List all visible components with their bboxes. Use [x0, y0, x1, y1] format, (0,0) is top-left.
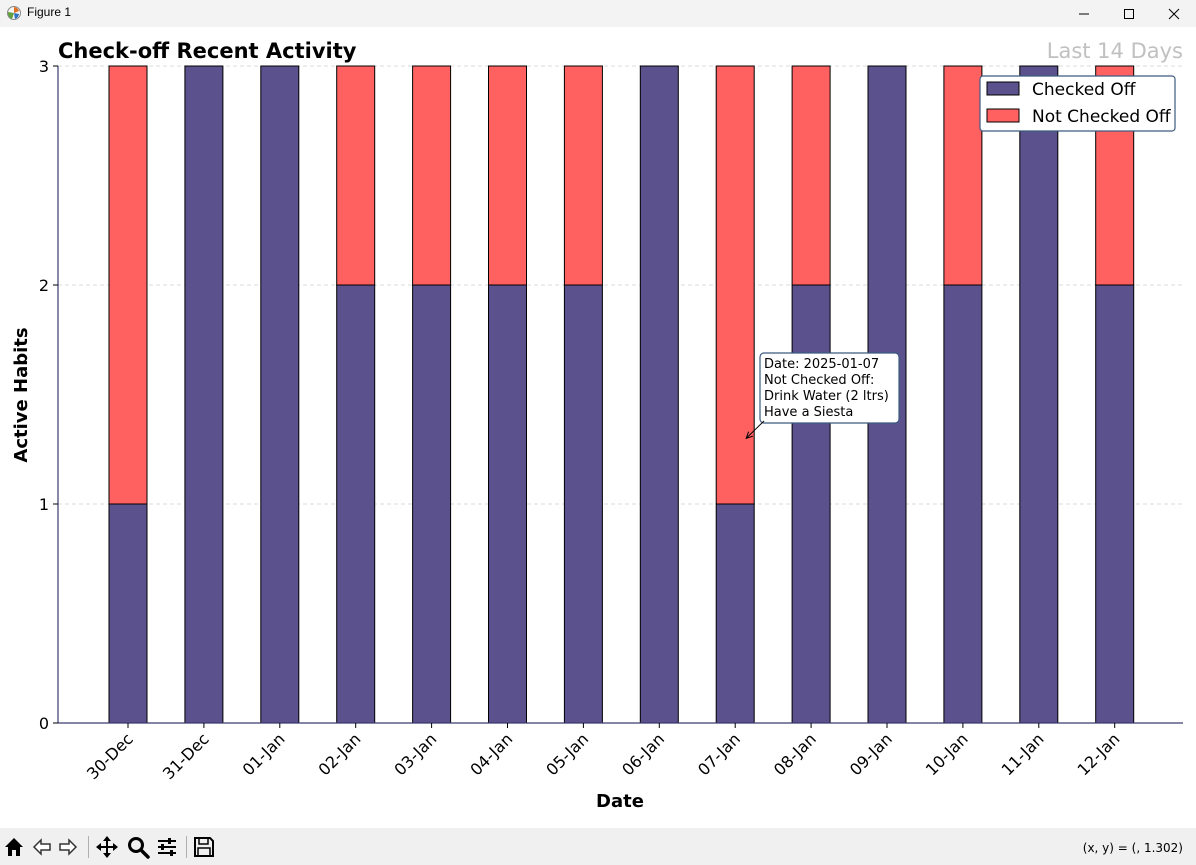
annotation-text-line: Not Checked Off:	[764, 373, 874, 388]
close-icon	[1168, 8, 1180, 19]
bar-checked-off	[412, 284, 452, 724]
x-tick-label: 08-Jan	[770, 729, 820, 779]
close-button[interactable]	[1151, 0, 1196, 27]
x-tick-label: 05-Jan	[542, 729, 592, 779]
x-tick-label: 02-Jan	[315, 729, 365, 779]
back-button[interactable]	[29, 834, 55, 860]
legend: Checked Off Not Checked Off	[979, 75, 1176, 132]
bar-not-checked-off	[791, 65, 831, 286]
annotation-text-line: Have a Siesta	[764, 405, 853, 420]
pan-button[interactable]	[94, 834, 120, 860]
x-tick-label: 01-Jan	[239, 729, 289, 779]
home-icon	[5, 838, 23, 856]
bar-checked-off	[791, 284, 831, 724]
bar-not-checked-off	[488, 65, 527, 286]
legend-swatch	[986, 81, 1020, 96]
bar-chart: 0 1 2 3 30-Dec 31-Dec 01-Jan 02-Jan 03-Jan 04-Jan…	[11, 39, 1183, 812]
bar-checked-off	[563, 284, 603, 724]
save-icon	[194, 837, 214, 857]
minimize-button[interactable]	[1061, 0, 1107, 27]
bar-checked-off	[336, 284, 376, 724]
home-button[interactable]	[1, 834, 27, 860]
bar-not-checked-off	[563, 65, 603, 286]
annotation-arrow-line	[745, 420, 765, 439]
bar-checked-off	[488, 284, 527, 724]
y-tick-label: 0	[39, 714, 49, 733]
back-icon	[32, 838, 51, 856]
annotation-text-line: Date: 2025-01-07	[764, 357, 879, 372]
zoom-button[interactable]	[125, 834, 151, 860]
bar-checked-off	[184, 65, 224, 724]
y-tick-label: 1	[39, 495, 49, 514]
x-tick-label: 09-Jan	[846, 729, 896, 779]
x-tick-label: 03-Jan	[390, 729, 440, 779]
bar-checked-off	[260, 65, 300, 724]
window-title: Figure 1	[27, 5, 72, 19]
x-tick-label: 12-Jan	[1074, 729, 1124, 779]
bar-not-checked-off	[336, 65, 376, 286]
chart-title: Check-off Recent Activity	[58, 39, 357, 63]
matplotlib-icon	[6, 5, 22, 21]
maximize-icon	[1124, 8, 1134, 19]
y-tick-label: 3	[39, 57, 49, 76]
legend-label: Not Checked Off	[1032, 107, 1172, 127]
bar-checked-off	[943, 284, 983, 724]
bar-checked-off	[639, 65, 679, 724]
save-button[interactable]	[191, 834, 217, 860]
toolbar-separator	[186, 836, 187, 858]
toolbar-separator	[88, 836, 89, 858]
bar-not-checked-off	[715, 65, 755, 505]
annotation-box	[759, 352, 900, 424]
configure-button[interactable]	[154, 834, 180, 860]
x-tick-label: 10-Jan	[922, 729, 972, 779]
pan-icon	[96, 836, 118, 858]
x-tick-label: 30-Dec	[83, 729, 137, 783]
forward-icon	[59, 838, 78, 856]
bar-not-checked-off	[943, 65, 983, 286]
bar-checked-off	[108, 503, 148, 724]
minimize-icon	[1079, 13, 1089, 14]
cursor-coordinates: (x, y) = (, 1.302)	[1082, 841, 1183, 855]
window-titlebar: Figure 1	[0, 0, 1196, 27]
annotation-text-line: Drink Water (2 ltrs)	[764, 389, 889, 404]
x-tick-label: 11-Jan	[998, 729, 1048, 779]
legend-label: Checked Off	[1032, 80, 1137, 100]
bar-not-checked-off	[108, 65, 148, 505]
figure-canvas[interactable]: 0 1 2 3 30-Dec 31-Dec 01-Jan 02-Jan 03-Jan 04-Jan…	[0, 27, 1196, 827]
x-axis-label: Date	[596, 791, 644, 812]
zoom-icon	[128, 837, 150, 859]
x-tick-label: 06-Jan	[618, 729, 668, 779]
navigation-toolbar: (x, y) = (, 1.302)	[0, 828, 1196, 865]
maximize-button[interactable]	[1106, 0, 1152, 27]
configure-icon	[158, 838, 176, 856]
legend-frame	[979, 75, 1176, 132]
forward-button[interactable]	[55, 834, 81, 860]
bar-checked-off	[715, 503, 755, 724]
bar-not-checked-off	[412, 65, 452, 286]
x-tick-label: 31-Dec	[159, 729, 213, 783]
bar-checked-off	[1019, 65, 1059, 724]
y-axis-label: Active Habits	[11, 327, 32, 462]
y-tick-label: 2	[39, 276, 49, 295]
x-tick-label: 07-Jan	[694, 729, 744, 779]
chart-subtitle: Last 14 Days	[1047, 39, 1183, 63]
legend-swatch	[986, 108, 1020, 123]
annotation-arrow-head	[745, 431, 753, 440]
x-tick-label: 04-Jan	[466, 729, 516, 779]
bar-checked-off	[1095, 284, 1135, 724]
